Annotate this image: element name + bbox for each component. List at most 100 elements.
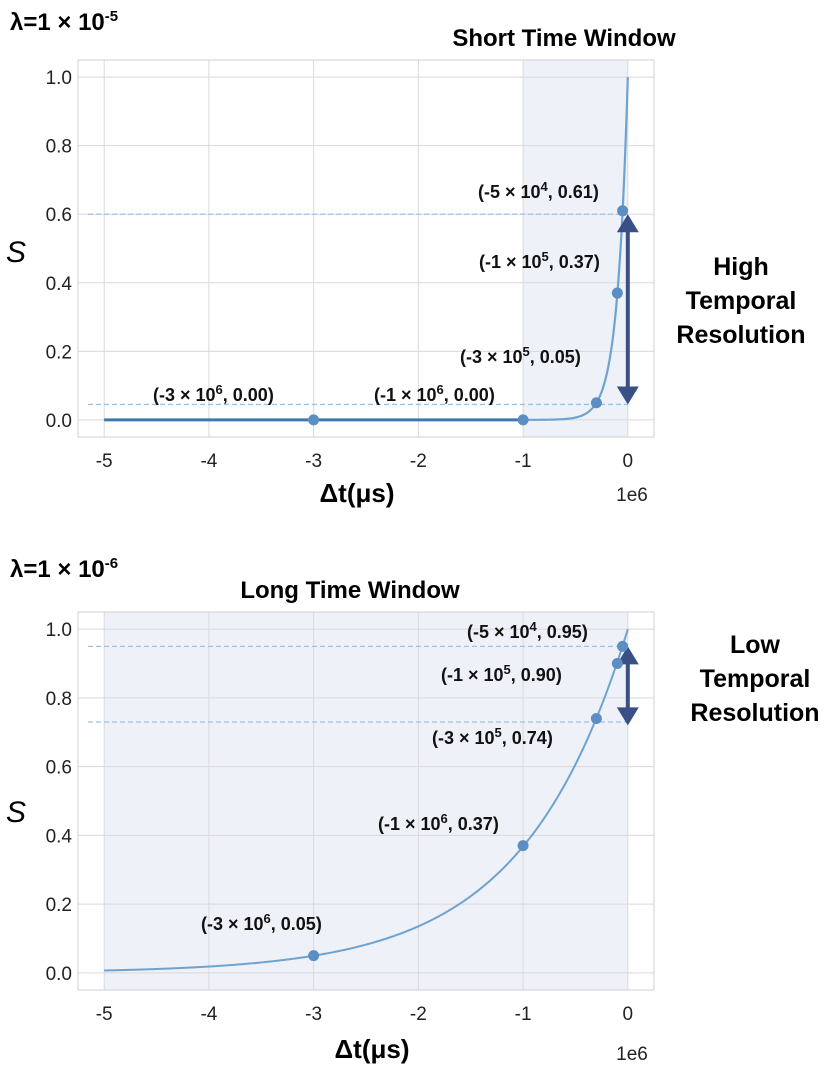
plot-frame (77, 611, 655, 991)
data-point-label: (-1 × 106, 0.00) (374, 382, 495, 405)
data-point (308, 414, 320, 426)
plot-frame (77, 59, 655, 438)
x-axis-label: Δt(μs) (319, 478, 394, 508)
x-tick-label: -2 (410, 1004, 427, 1025)
data-point-label-exp: 6 (216, 382, 223, 397)
data-point (617, 640, 629, 652)
side-annotation-line: Resolution (690, 699, 819, 727)
shaded-window-region (523, 60, 628, 437)
data-point-label-base: (-1 × 10 (479, 252, 542, 272)
data-point-label-base: (-3 × 10 (432, 728, 495, 748)
y-tick-label: 0.2 (46, 895, 72, 916)
exponential-curve (104, 628, 629, 972)
side-annotation-line: Resolution (676, 321, 805, 349)
data-point-label-tail: , 0.05) (530, 347, 581, 367)
data-point-label: (-5 × 104, 0.61) (478, 179, 599, 202)
data-point-label-base: (-5 × 10 (478, 182, 541, 202)
data-point-label-exp: 6 (264, 911, 271, 926)
data-point-label-tail: , 0.90) (511, 665, 562, 685)
x-axis-label: Δt(μs) (334, 1034, 409, 1064)
data-point-label-base: (-1 × 10 (378, 814, 441, 834)
data-point (517, 840, 529, 852)
x-tick-label: -4 (200, 1004, 217, 1025)
resolution-arrow-head-down (616, 707, 639, 726)
data-point-label: (-1 × 105, 0.37) (479, 249, 600, 272)
lambda-label-exp: -5 (105, 8, 118, 25)
resolution-arrow-head-down (616, 386, 639, 405)
data-point-label: (-3 × 105, 0.05) (460, 344, 581, 367)
data-point-label-tail: , 0.05) (271, 914, 322, 934)
data-point-label: (-3 × 105, 0.74) (432, 725, 553, 748)
side-annotation-line: Temporal (686, 287, 797, 315)
x-tick-label: -5 (96, 451, 113, 472)
y-tick-label: 0.2 (46, 342, 72, 363)
data-point-label: (-1 × 106, 0.37) (378, 811, 499, 834)
data-point-label: (-5 × 104, 0.95) (467, 619, 588, 642)
data-point (611, 287, 623, 299)
x-scale-note: 1e6 (616, 485, 648, 506)
y-tick-label: 0.4 (46, 826, 73, 847)
x-scale-note: 1e6 (616, 1044, 648, 1065)
data-point-label-base: (-3 × 10 (153, 385, 216, 405)
x-tick-label: -1 (515, 1004, 532, 1025)
data-point (308, 950, 320, 962)
data-point-label-exp: 6 (437, 382, 444, 397)
chart-panel-long-window: (-3 × 106, 0.05) (-1 × 106, 0.37) (-3 × 10… (0, 533, 831, 1065)
x-tick-label: -2 (410, 451, 427, 472)
chart-panel-short-window: (-3 × 106, 0.00) (-1 × 106, 0.00) (-3 × 10… (0, 0, 831, 532)
x-tick-label: -3 (305, 451, 322, 472)
data-point (517, 414, 529, 426)
chart-long-window: (-3 × 106, 0.05)(-1 × 106, 0.37)(-3 × 10… (6, 555, 820, 1065)
data-point (590, 713, 602, 725)
y-axis-label: S (6, 236, 26, 269)
data-point-label-base: (-1 × 10 (441, 665, 504, 685)
side-annotation-line: High (713, 253, 769, 281)
side-annotation-line: Low (730, 631, 781, 659)
data-point-label-base: (-5 × 10 (467, 622, 530, 642)
y-tick-label: 0.0 (46, 964, 72, 985)
data-point-label-tail: , 0.00) (223, 385, 274, 405)
data-point-label-base: (-3 × 10 (201, 914, 264, 934)
data-point-label-base: (-3 × 10 (460, 347, 523, 367)
data-point-label-tail: , 0.37) (549, 252, 600, 272)
data-point-label-tail: , 0.37) (448, 814, 499, 834)
lambda-label: λ=1 × 10-6 (10, 555, 118, 583)
resolution-arrow-head-up (616, 214, 639, 233)
data-point-label: (-3 × 106, 0.00) (153, 382, 274, 405)
y-tick-label: 0.8 (46, 689, 72, 710)
data-point (611, 658, 623, 670)
data-point-label-exp: 4 (530, 619, 538, 634)
y-axis-label: S (6, 796, 26, 829)
data-point-label-exp: 5 (495, 725, 502, 740)
lambda-label-base: λ=1 × 10 (10, 9, 105, 36)
data-point-label-exp: 5 (504, 662, 511, 677)
x-tick-label: -4 (200, 451, 217, 472)
chart-title: Long Time Window (240, 577, 460, 604)
x-tick-label: -5 (96, 1004, 113, 1025)
data-point-label: (-1 × 105, 0.90) (441, 662, 562, 685)
y-tick-label: 1.0 (46, 68, 72, 89)
y-tick-label: 1.0 (46, 620, 72, 641)
data-point-label-exp: 6 (441, 811, 448, 826)
shaded-window-region (104, 612, 628, 990)
chart-title: Short Time Window (452, 25, 676, 52)
lambda-label: λ=1 × 10-5 (10, 8, 118, 36)
data-point-label-exp: 5 (542, 249, 549, 264)
data-point-label: (-3 × 106, 0.05) (201, 911, 322, 934)
y-tick-label: 0.8 (46, 137, 72, 158)
side-annotation-line: Temporal (700, 665, 811, 693)
data-point-label-tail: , 0.74) (502, 728, 553, 748)
y-tick-label: 0.6 (46, 758, 72, 779)
x-tick-label: -3 (305, 1004, 322, 1025)
data-point (590, 397, 602, 409)
data-point-label-tail: , 0.61) (548, 182, 599, 202)
y-tick-label: 0.4 (46, 274, 73, 295)
x-tick-label: 0 (623, 451, 634, 472)
x-tick-label: -1 (515, 451, 532, 472)
y-tick-label: 0.6 (46, 205, 72, 226)
x-tick-label: 0 (623, 1004, 634, 1025)
data-point-label-base: (-1 × 10 (374, 385, 437, 405)
lambda-label-exp: -6 (105, 555, 118, 572)
lambda-label-base: λ=1 × 10 (10, 556, 105, 583)
data-point-label-tail: , 0.95) (537, 622, 588, 642)
